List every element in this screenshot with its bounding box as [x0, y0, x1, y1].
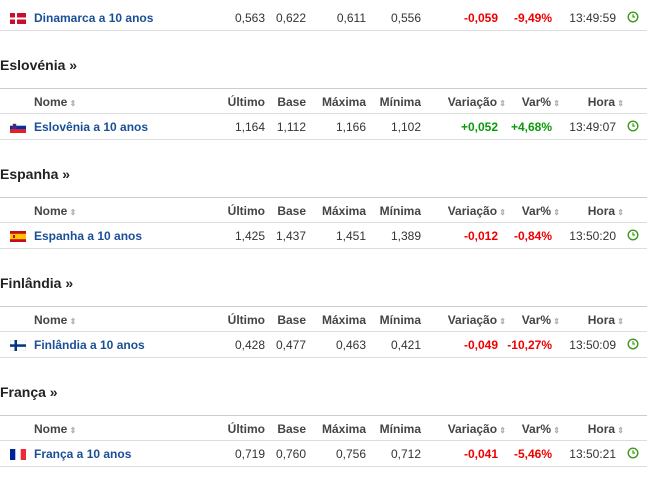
column-header[interactable]: Hora — [588, 95, 624, 109]
data-row: Dinamarca a 10 anos 0,563 0,622 0,611 0,556 -… — [0, 5, 647, 31]
cell: -9,49% — [513, 11, 552, 25]
data-row: Espanha a 10 anos 1,425 1,437 1,451 1,389 -0,… — [0, 223, 647, 249]
column-header[interactable]: Var% — [522, 422, 560, 436]
cell: 0,421 — [390, 338, 421, 352]
column-header[interactable]: Último — [227, 95, 265, 109]
cell: 0,760 — [275, 447, 306, 461]
column-header[interactable]: Máxima — [321, 313, 366, 327]
column-header[interactable]: Máxima — [321, 204, 366, 218]
cell: 0,611 — [336, 11, 366, 25]
flag — [10, 13, 26, 24]
cell: 0,556 — [390, 11, 421, 25]
cell: +0,052 — [460, 120, 498, 134]
section-title[interactable]: Finlândia » — [0, 275, 74, 291]
column-header[interactable]: Máxima — [321, 422, 366, 436]
instrument-link[interactable]: Eslovênia a 10 anos — [34, 120, 149, 134]
column-header[interactable]: Hora — [588, 422, 624, 436]
cell: 13:50:21 — [569, 447, 616, 461]
column-header[interactable]: Base — [277, 422, 306, 436]
cell: 1,164 — [234, 120, 265, 134]
instrument-link[interactable]: França a 10 anos — [34, 447, 132, 461]
cell: 1,425 — [234, 229, 265, 243]
header-row: Nome Último Base Máxima Mínima Variação Var% Ho… — [0, 415, 647, 441]
cell: 1,389 — [390, 229, 421, 243]
column-header[interactable]: Nome — [34, 95, 76, 109]
section-title[interactable]: Eslovénia » — [0, 57, 78, 73]
column-header[interactable]: Var% — [522, 95, 560, 109]
column-header[interactable]: Base — [277, 313, 306, 327]
flag — [10, 231, 26, 242]
section-title[interactable]: França » — [0, 384, 58, 400]
data-row: França a 10 anos 0,719 0,760 0,756 0,712 -0,0… — [0, 441, 647, 467]
cell: 1,112 — [276, 120, 306, 134]
instrument-link[interactable]: Finlândia a 10 anos — [34, 338, 145, 352]
column-header[interactable]: Variação — [448, 422, 506, 436]
column-header[interactable]: Variação — [448, 204, 506, 218]
column-header[interactable]: Último — [227, 422, 265, 436]
column-header[interactable]: Hora — [588, 204, 624, 218]
column-header[interactable]: Nome — [34, 422, 76, 436]
data-row: Eslovênia a 10 anos 1,164 1,112 1,166 1,102 +… — [0, 114, 647, 140]
column-header[interactable]: Var% — [522, 204, 560, 218]
instrument-link[interactable]: Espanha a 10 anos — [34, 229, 143, 243]
cell: 13:50:09 — [569, 338, 616, 352]
cell: 13:49:07 — [569, 120, 616, 134]
flag — [10, 122, 26, 133]
cell: 1,102 — [390, 120, 421, 134]
column-header[interactable]: Mínima — [379, 422, 421, 436]
column-header[interactable]: Nome — [34, 204, 76, 218]
cell: 0,463 — [335, 338, 366, 352]
cell: 0,756 — [335, 447, 366, 461]
column-header[interactable]: Variação — [448, 95, 506, 109]
cell: -0,012 — [463, 229, 498, 243]
cell: 0,428 — [234, 338, 265, 352]
column-header[interactable]: Base — [277, 95, 306, 109]
column-header[interactable]: Mínima — [379, 313, 421, 327]
cell: 13:50:20 — [569, 229, 616, 243]
cell: -0,059 — [463, 11, 498, 25]
time-icon — [627, 120, 639, 132]
column-header[interactable]: Nome — [34, 313, 76, 327]
cell: 1,166 — [335, 120, 366, 134]
column-header[interactable]: Var% — [522, 313, 560, 327]
time-icon — [627, 338, 639, 350]
time-icon — [627, 447, 639, 459]
column-header[interactable]: Máxima — [321, 95, 366, 109]
section-title[interactable]: Espanha » — [0, 166, 71, 182]
column-header[interactable]: Hora — [588, 313, 624, 327]
instrument-link[interactable]: Dinamarca a 10 anos — [34, 11, 154, 25]
cell: 0,563 — [234, 11, 265, 25]
column-header[interactable]: Mínima — [379, 95, 421, 109]
cell: -5,46% — [513, 447, 552, 461]
cell: 0,477 — [275, 338, 306, 352]
header-row: Nome Último Base Máxima Mínima Variação Var% Ho… — [0, 197, 647, 223]
column-header[interactable]: Último — [227, 313, 265, 327]
time-icon — [627, 11, 639, 23]
time-icon — [627, 229, 639, 241]
cell: 1,437 — [275, 229, 306, 243]
cell: 0,712 — [390, 447, 421, 461]
column-header[interactable]: Variação — [448, 313, 506, 327]
flag — [10, 340, 26, 351]
header-row: Nome Último Base Máxima Mínima Variação Var% Ho… — [0, 88, 647, 114]
header-row: Nome Último Base Máxima Mínima Variação Var% Ho… — [0, 306, 647, 332]
cell: -10,27% — [507, 338, 552, 352]
column-header[interactable]: Último — [227, 204, 265, 218]
cell: 13:49:59 — [569, 11, 616, 25]
column-header[interactable]: Base — [277, 204, 306, 218]
cell: -0,049 — [463, 338, 498, 352]
cell: 0,622 — [275, 11, 306, 25]
cell: -0,84% — [513, 229, 552, 243]
cell: 1,451 — [335, 229, 366, 243]
column-header[interactable]: Mínima — [379, 204, 421, 218]
cell: +4,68% — [510, 120, 552, 134]
data-row: Finlândia a 10 anos 0,428 0,477 0,463 0,421 -… — [0, 332, 647, 358]
flag — [10, 449, 26, 460]
cell: 0,719 — [234, 447, 265, 461]
cell: -0,041 — [463, 447, 498, 461]
